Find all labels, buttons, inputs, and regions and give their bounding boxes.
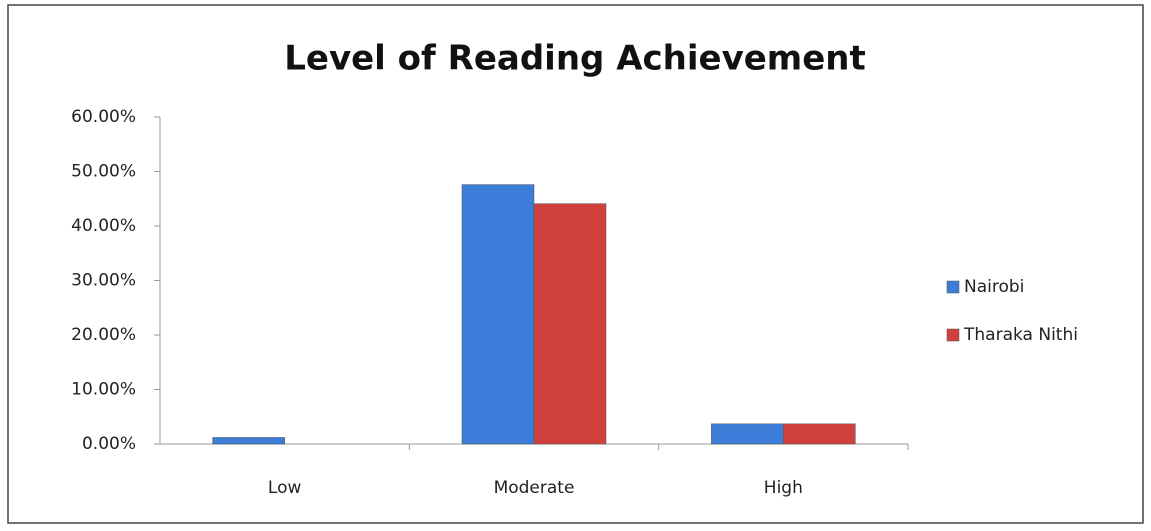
x-tick-label: High xyxy=(764,478,803,498)
bar xyxy=(711,423,784,445)
x-tick-label: Moderate xyxy=(494,478,575,498)
bar xyxy=(783,423,856,445)
y-tick-label: 50.00% xyxy=(71,162,136,182)
legend-swatch xyxy=(946,280,960,294)
y-tick-label: 30.00% xyxy=(71,271,136,291)
legend-label: Nairobi xyxy=(964,277,1024,297)
legend-label: Tharaka Nithi xyxy=(963,325,1078,345)
x-tick-label: Low xyxy=(268,478,302,498)
y-tick-label: 0.00% xyxy=(82,434,136,454)
bar xyxy=(533,203,607,445)
y-tick-label: 60.00% xyxy=(71,107,136,127)
y-tick-label: 10.00% xyxy=(71,380,136,400)
chart-title: Level of Reading Achievement xyxy=(284,39,866,79)
bar xyxy=(461,184,535,445)
y-tick-label: 40.00% xyxy=(71,216,136,236)
bar xyxy=(212,437,285,445)
legend-swatch xyxy=(946,328,960,342)
y-tick-label: 20.00% xyxy=(71,325,136,345)
